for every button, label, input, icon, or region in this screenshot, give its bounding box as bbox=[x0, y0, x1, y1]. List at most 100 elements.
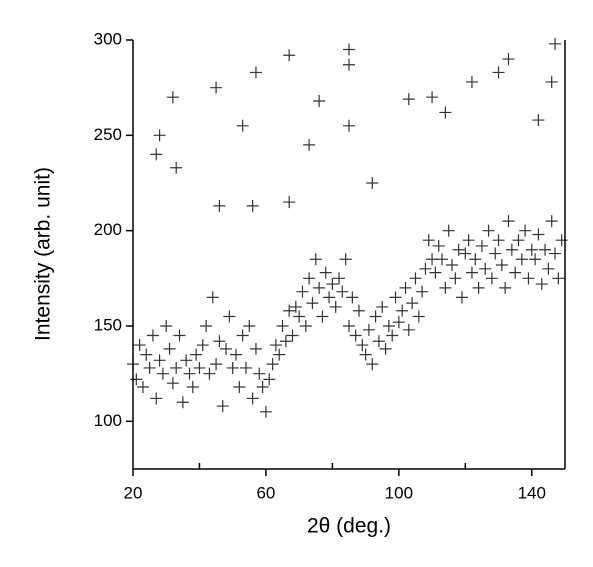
x-tick-label: 100 bbox=[385, 483, 413, 502]
data-point bbox=[220, 342, 233, 355]
data-point bbox=[465, 266, 478, 279]
data-point bbox=[173, 329, 186, 342]
data-point bbox=[452, 243, 465, 256]
data-point bbox=[402, 323, 415, 336]
data-point bbox=[213, 199, 226, 212]
data-point bbox=[226, 361, 239, 374]
data-point bbox=[539, 243, 552, 256]
data-point bbox=[309, 253, 322, 266]
data-point bbox=[319, 266, 332, 279]
data-point bbox=[299, 320, 312, 332]
data-point bbox=[236, 329, 249, 342]
data-point bbox=[249, 342, 262, 355]
data-point bbox=[519, 224, 532, 237]
data-point bbox=[436, 253, 449, 266]
data-point bbox=[356, 339, 369, 352]
x-tick-label: 140 bbox=[518, 483, 546, 502]
data-point bbox=[210, 358, 223, 371]
data-point bbox=[210, 81, 223, 94]
data-point bbox=[439, 106, 452, 119]
data-point bbox=[475, 239, 488, 252]
data-point bbox=[462, 234, 475, 247]
data-point bbox=[213, 335, 226, 348]
data-point bbox=[333, 272, 346, 285]
data-point bbox=[266, 358, 279, 371]
data-point bbox=[412, 310, 425, 323]
data-point bbox=[416, 285, 429, 298]
data-point bbox=[343, 58, 355, 71]
data-point bbox=[529, 253, 542, 266]
data-point bbox=[190, 348, 203, 361]
data-point bbox=[512, 234, 525, 247]
x-tick-label: 20 bbox=[124, 483, 143, 502]
data-point bbox=[163, 342, 176, 355]
data-point bbox=[289, 300, 302, 313]
data-point bbox=[542, 262, 555, 275]
y-tick-label: 250 bbox=[94, 125, 122, 144]
data-point bbox=[230, 348, 243, 361]
data-point bbox=[402, 93, 415, 106]
x-tick-label: 60 bbox=[256, 483, 275, 502]
data-point bbox=[146, 329, 159, 342]
data-point bbox=[409, 272, 422, 285]
data-point bbox=[283, 304, 296, 317]
data-point bbox=[329, 300, 342, 313]
data-point bbox=[249, 66, 262, 79]
data-point bbox=[549, 37, 562, 50]
data-point bbox=[316, 310, 329, 323]
data-point bbox=[489, 247, 502, 260]
data-point bbox=[485, 272, 498, 285]
data-point bbox=[313, 95, 326, 108]
data-point bbox=[359, 348, 372, 361]
data-point bbox=[346, 291, 359, 304]
y-axis-label: Intensity (arb. unit) bbox=[32, 167, 55, 341]
data-point bbox=[552, 272, 565, 285]
data-point bbox=[439, 281, 452, 294]
data-point bbox=[392, 316, 405, 329]
data-point bbox=[133, 339, 146, 352]
data-point bbox=[499, 281, 512, 294]
data-point bbox=[153, 129, 166, 142]
data-point bbox=[343, 119, 355, 132]
data-point bbox=[136, 381, 149, 394]
data-point bbox=[143, 361, 156, 374]
data-point bbox=[382, 320, 395, 332]
data-point bbox=[156, 367, 169, 380]
data-point bbox=[283, 196, 296, 209]
data-point bbox=[459, 247, 472, 260]
data-point bbox=[336, 285, 349, 298]
y-tick-label: 200 bbox=[94, 220, 122, 239]
data-point bbox=[492, 66, 505, 79]
data-point bbox=[339, 253, 352, 266]
data-point bbox=[223, 310, 236, 323]
data-point bbox=[429, 266, 442, 279]
data-point bbox=[472, 281, 485, 294]
data-point bbox=[253, 367, 266, 380]
data-point bbox=[509, 266, 522, 279]
data-point bbox=[555, 234, 568, 247]
data-point bbox=[283, 49, 296, 62]
data-point bbox=[469, 253, 482, 266]
data-point bbox=[492, 234, 505, 247]
data-point bbox=[203, 367, 216, 380]
data-point bbox=[150, 148, 163, 161]
data-point bbox=[200, 320, 213, 332]
data-point bbox=[419, 262, 432, 275]
data-point bbox=[323, 291, 336, 304]
data-point bbox=[525, 243, 538, 256]
y-tick-label: 150 bbox=[94, 315, 122, 334]
data-point bbox=[482, 224, 495, 237]
data-point bbox=[176, 396, 189, 409]
data-point bbox=[376, 300, 389, 313]
data-point bbox=[170, 361, 183, 374]
data-point bbox=[396, 304, 409, 317]
data-point bbox=[303, 272, 316, 285]
data-point bbox=[239, 361, 252, 374]
data-point bbox=[502, 215, 515, 228]
data-point bbox=[502, 53, 515, 66]
data-point bbox=[389, 291, 402, 304]
data-point bbox=[153, 354, 166, 367]
data-point bbox=[140, 348, 153, 361]
data-point bbox=[166, 91, 179, 104]
